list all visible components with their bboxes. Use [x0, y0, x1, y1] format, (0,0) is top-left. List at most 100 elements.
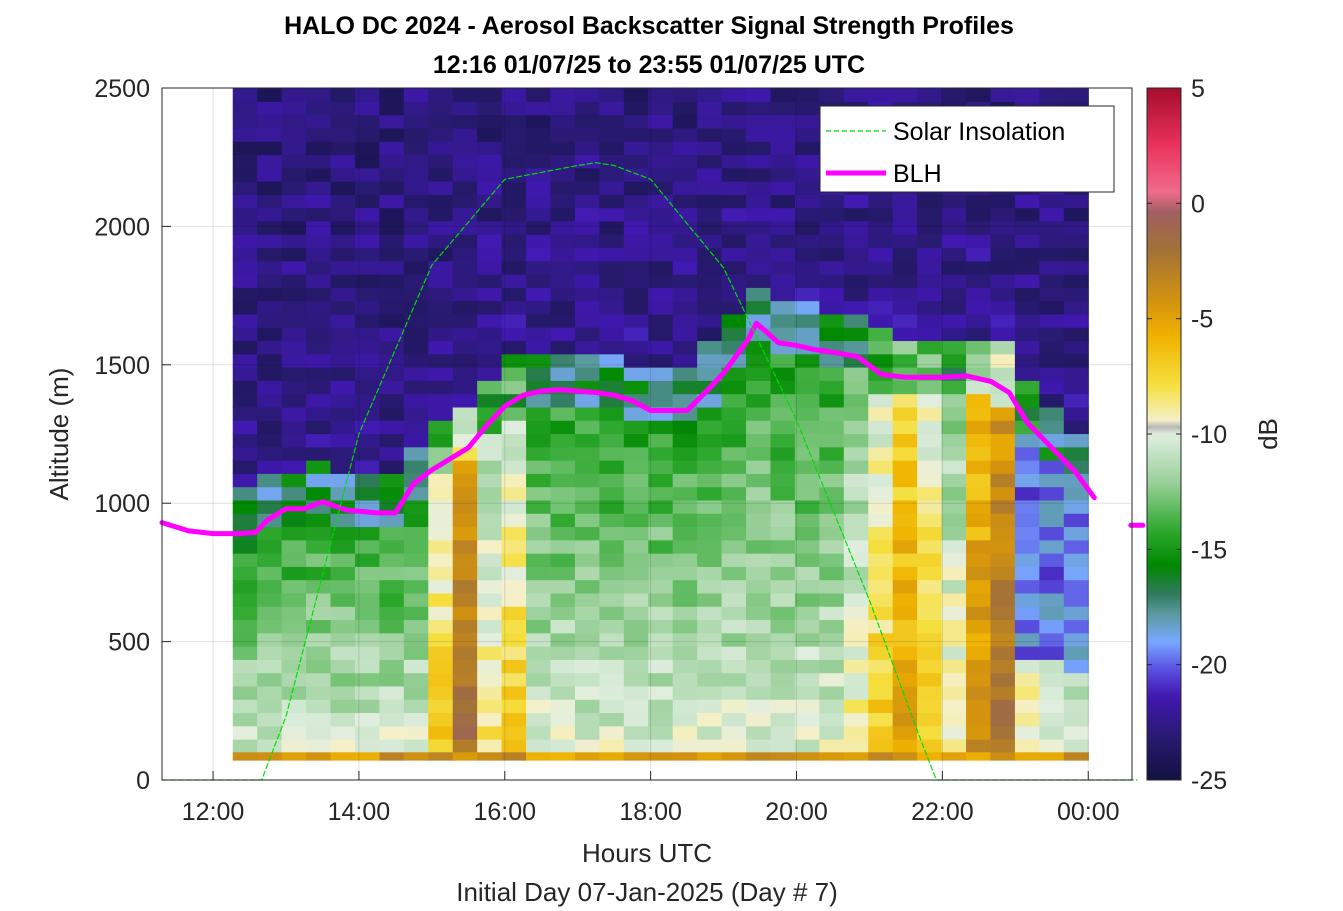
- heatmap-cell: [697, 260, 723, 275]
- heatmap-cell: [477, 313, 503, 328]
- heatmap-cell: [770, 313, 796, 328]
- heatmap-cell: [966, 712, 992, 727]
- heatmap-cell: [868, 420, 894, 435]
- heatmap-cell: [966, 513, 992, 528]
- heatmap-cell: [477, 513, 503, 528]
- heatmap-cell: [819, 566, 845, 581]
- heatmap-cell: [868, 353, 894, 368]
- heatmap-cell: [819, 260, 845, 275]
- heatmap-cell: [232, 327, 258, 342]
- heatmap-cell: [672, 752, 698, 761]
- heatmap-cell: [892, 88, 918, 102]
- heatmap-cell: [281, 646, 307, 660]
- heatmap-cell: [770, 539, 796, 554]
- heatmap-cell: [477, 274, 503, 288]
- heatmap-cell: [721, 274, 747, 288]
- heatmap-cell: [257, 194, 283, 209]
- heatmap-cell: [941, 526, 967, 541]
- heatmap-cell: [1039, 712, 1065, 727]
- heatmap-cell: [672, 114, 698, 129]
- heatmap-cell: [648, 300, 674, 315]
- heatmap-cell: [917, 699, 943, 714]
- heatmap-cell: [599, 659, 625, 674]
- heatmap-cell: [526, 406, 552, 421]
- heatmap-cell: [501, 234, 527, 249]
- heatmap-cell: [648, 646, 674, 660]
- heatmap-cell: [354, 685, 380, 700]
- heatmap-cell: [697, 433, 723, 448]
- heatmap-cell: [990, 632, 1016, 647]
- heatmap-cell: [794, 141, 820, 156]
- heatmap-cell: [1063, 632, 1089, 647]
- heatmap-cell: [550, 473, 576, 488]
- heatmap-cell: [526, 393, 552, 408]
- heatmap-cell: [941, 473, 967, 488]
- x-axis-sublabel: Initial Day 07-Jan-2025 (Day # 7): [456, 877, 838, 907]
- heatmap-cell: [452, 380, 478, 395]
- heatmap-cell: [966, 353, 992, 368]
- heatmap-cell: [306, 433, 332, 448]
- heatmap-cell: [941, 553, 967, 567]
- heatmap-cell: [623, 725, 649, 740]
- heatmap-cell: [574, 247, 600, 262]
- heatmap-cell: [452, 420, 478, 435]
- heatmap-cell: [550, 486, 576, 501]
- heatmap-cell: [257, 712, 283, 727]
- heatmap-cell: [672, 247, 698, 262]
- heatmap-cell: [281, 247, 307, 262]
- heatmap-cell: [550, 367, 576, 381]
- heatmap-cell: [599, 712, 625, 727]
- heatmap-cell: [746, 393, 772, 408]
- heatmap-cell: [1063, 393, 1089, 408]
- heatmap-cell: [232, 154, 258, 169]
- heatmap-cell: [770, 685, 796, 700]
- heatmap-cell: [403, 141, 429, 156]
- heatmap-cell: [599, 566, 625, 581]
- x-tick-label: 20:00: [765, 798, 828, 826]
- heatmap-cell: [794, 672, 820, 687]
- heatmap-cell: [794, 592, 820, 607]
- heatmap-cell: [623, 446, 649, 461]
- heatmap-cell: [330, 752, 356, 761]
- heatmap-cell: [599, 592, 625, 607]
- heatmap-cell: [526, 659, 552, 674]
- heatmap-cell: [403, 181, 429, 195]
- heatmap-cell: [281, 260, 307, 275]
- heatmap-cell: [501, 486, 527, 501]
- heatmap-cell: [379, 101, 405, 116]
- heatmap-cell: [452, 712, 478, 727]
- heatmap-cell: [697, 367, 723, 381]
- heatmap-cell: [721, 739, 747, 753]
- heatmap-cell: [746, 712, 772, 727]
- heatmap-cell: [917, 712, 943, 727]
- heatmap-cell: [452, 181, 478, 195]
- heatmap-cell: [917, 539, 943, 554]
- heatmap-cell: [501, 260, 527, 275]
- heatmap-cell: [648, 234, 674, 249]
- heatmap-cell: [354, 101, 380, 116]
- heatmap-cell: [697, 167, 723, 182]
- heatmap-cell: [281, 539, 307, 554]
- heatmap-cell: [672, 220, 698, 235]
- heatmap-cell: [1039, 619, 1065, 634]
- heatmap-cell: [623, 460, 649, 474]
- heatmap-cell: [648, 739, 674, 753]
- heatmap-cell: [941, 699, 967, 714]
- heatmap-cell: [428, 513, 454, 528]
- heatmap-cell: [672, 659, 698, 674]
- heatmap-cell: [354, 167, 380, 182]
- heatmap-cell: [868, 380, 894, 395]
- heatmap-cell: [501, 101, 527, 116]
- heatmap-cell: [379, 167, 405, 182]
- heatmap-cell: [623, 313, 649, 328]
- heatmap-cell: [330, 699, 356, 714]
- heatmap-cell: [623, 114, 649, 129]
- heatmap-cell: [428, 752, 454, 761]
- heatmap-cell: [1063, 486, 1089, 501]
- heatmap-cell: [1039, 486, 1065, 501]
- heatmap-cell: [526, 513, 552, 528]
- heatmap-cell: [281, 486, 307, 501]
- heatmap-cell: [868, 566, 894, 581]
- heatmap-cell: [819, 739, 845, 753]
- heatmap-cell: [428, 699, 454, 714]
